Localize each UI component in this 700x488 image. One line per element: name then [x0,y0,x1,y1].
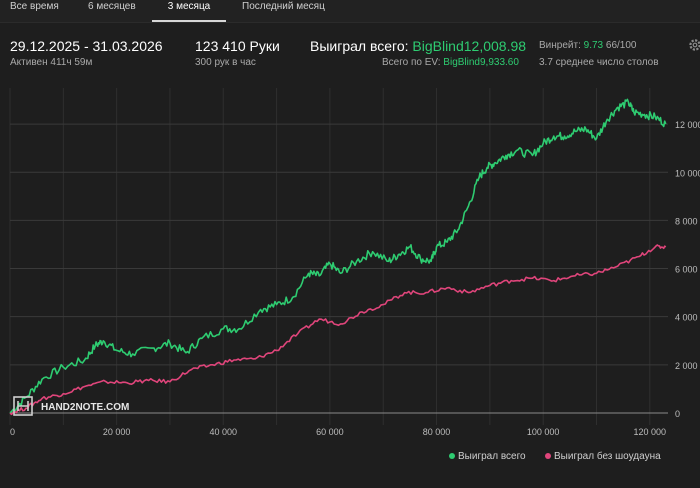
profit-chart: 0 2 000 4 000 6 000 8 000 10 000 12 000 0 20 00… [9,88,700,462]
winrate: Винрейт: 9.73 66/100 [539,40,636,51]
tab-last-month[interactable]: Последний месяц [242,1,325,12]
series-line-no-showdown [9,244,667,416]
chart-series [9,98,667,416]
y-tick-label: 8 000 [675,216,698,226]
won-total: Выиграл всего: BigBlind12,008.98 [310,38,526,54]
x-tick-label: 40 000 [210,427,238,437]
ev-value: BigBlind9,933.60 [443,57,519,68]
tab-3-months[interactable]: 3 месяца [152,0,226,22]
chart-legend: Выиграл всего Выиграл без шоудауна [449,450,661,462]
won-total-label: Выиграл всего: [310,38,409,54]
y-tick-label: 10 000 [675,168,700,178]
x-tick-label: 60 000 [316,427,344,437]
x-tick-label: 120 000 [634,427,667,437]
hand2note-logo-icon [13,396,33,416]
legend-label: Выиграл всего [458,451,526,462]
x-tick-label: 0 [10,427,15,437]
series-line-won-total [9,98,667,414]
x-tick-label: 20 000 [103,427,131,437]
range-tabs: Все время 6 месяцев 3 месяца Последний м… [0,0,700,23]
gear-icon[interactable] [688,38,700,52]
tables-average: 3.7 среднее число столов [539,57,659,68]
winrate-label: Винрейт: [539,40,581,51]
y-axis-ticks: 0 2 000 4 000 6 000 8 000 10 000 12 000 [675,120,700,419]
x-axis-ticks: 0 20 000 40 000 60 000 80 000 100 000 120 000 [10,427,666,437]
legend-item-won-total: Выиграл всего [449,451,526,462]
ev-total: Всего по EV: BigBlind9,933.60 [382,57,519,68]
x-tick-label: 100 000 [527,427,560,437]
hands-rate: 300 рук в час [195,57,256,68]
watermark-text: HAND2NOTE.COM [41,402,129,413]
legend-marker [545,453,551,459]
x-tick-label: 80 000 [423,427,451,437]
hands-count: 123 410 Руки [195,38,280,54]
active-time: Активен 411ч 59м [10,57,93,68]
date-range: 29.12.2025 - 31.03.2026 [10,38,163,54]
chart-grid [9,88,668,425]
winrate-value: 9.73 [583,40,604,51]
ev-label: Всего по EV: [382,57,441,68]
tab-6-months[interactable]: 6 месяцев [88,1,136,12]
tab-all-time[interactable]: Все время [10,1,59,12]
legend-marker [449,453,455,459]
legend-item-no-showdown: Выиграл без шоудауна [545,450,661,462]
winrate-extra: 66/100 [605,40,637,51]
legend-label: Выиграл без шоудауна [554,450,661,462]
y-tick-label: 6 000 [675,265,698,275]
watermark: HAND2NOTE.COM [13,396,129,416]
y-tick-label: 0 [675,409,680,419]
y-tick-label: 4 000 [675,313,698,323]
y-tick-label: 2 000 [675,361,698,371]
y-tick-label: 12 000 [675,120,700,130]
won-total-value: BigBlind12,008.98 [412,38,527,54]
